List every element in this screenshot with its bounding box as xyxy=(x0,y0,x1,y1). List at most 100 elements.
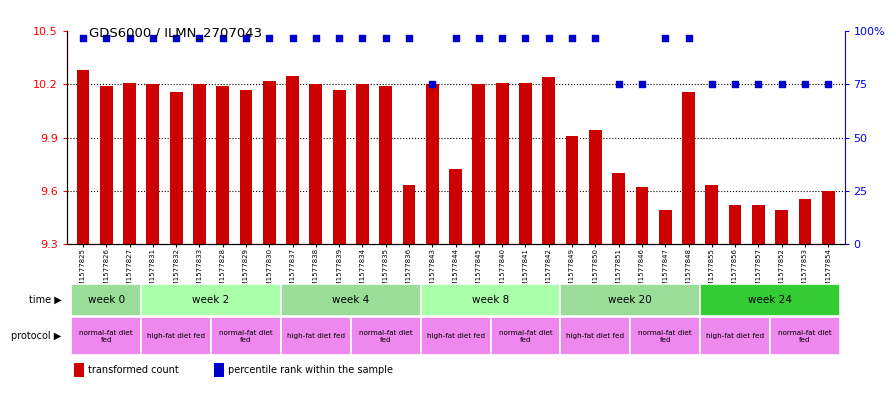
Point xyxy=(705,81,719,88)
Bar xyxy=(705,185,718,244)
Bar xyxy=(821,191,835,244)
Text: high-fat diet fed: high-fat diet fed xyxy=(427,333,485,339)
Bar xyxy=(491,317,560,355)
Text: normal-fat diet
fed: normal-fat diet fed xyxy=(219,329,273,343)
Bar xyxy=(589,130,602,244)
Point xyxy=(774,81,789,88)
Text: high-fat diet fed: high-fat diet fed xyxy=(287,333,345,339)
Bar xyxy=(630,317,701,355)
Bar xyxy=(420,284,560,316)
Point xyxy=(821,81,836,88)
Bar xyxy=(560,317,630,355)
Point xyxy=(100,35,114,41)
Point xyxy=(76,35,90,41)
Point xyxy=(425,81,439,88)
Bar xyxy=(281,284,420,316)
Point xyxy=(797,81,812,88)
Point xyxy=(402,35,416,41)
Point xyxy=(169,35,183,41)
Bar xyxy=(356,84,369,244)
Bar xyxy=(701,317,770,355)
Text: week 4: week 4 xyxy=(332,295,370,305)
Text: week 8: week 8 xyxy=(472,295,509,305)
Bar xyxy=(263,81,276,244)
Bar xyxy=(100,86,113,244)
Text: transformed count: transformed count xyxy=(89,365,180,375)
Text: normal-fat diet
fed: normal-fat diet fed xyxy=(638,329,693,343)
Bar xyxy=(71,317,141,355)
Point xyxy=(472,35,486,41)
Text: week 24: week 24 xyxy=(748,295,792,305)
Point xyxy=(751,81,765,88)
Point xyxy=(541,35,556,41)
Point xyxy=(239,35,253,41)
Point xyxy=(379,35,393,41)
Bar xyxy=(496,83,509,244)
Point xyxy=(262,35,276,41)
Bar xyxy=(211,317,281,355)
Point xyxy=(589,35,603,41)
Text: high-fat diet fed: high-fat diet fed xyxy=(147,333,205,339)
Bar xyxy=(775,210,788,244)
Point xyxy=(146,35,160,41)
Text: high-fat diet fed: high-fat diet fed xyxy=(706,333,765,339)
Bar xyxy=(542,77,555,244)
Bar xyxy=(682,92,695,244)
Bar xyxy=(659,210,671,244)
Text: week 20: week 20 xyxy=(608,295,653,305)
Bar xyxy=(449,169,462,244)
Bar xyxy=(798,199,812,244)
Text: week 2: week 2 xyxy=(192,295,229,305)
Bar xyxy=(124,83,136,244)
Point xyxy=(308,35,323,41)
Point xyxy=(285,35,300,41)
Text: week 0: week 0 xyxy=(88,295,124,305)
Text: percentile rank within the sample: percentile rank within the sample xyxy=(228,365,394,375)
Text: GDS6000 / ILMN_2707043: GDS6000 / ILMN_2707043 xyxy=(89,26,262,39)
Bar xyxy=(380,86,392,244)
Point xyxy=(449,35,463,41)
Bar xyxy=(216,86,229,244)
Bar xyxy=(332,90,346,244)
Text: protocol ▶: protocol ▶ xyxy=(11,331,61,341)
Bar xyxy=(426,84,439,244)
Point xyxy=(728,81,742,88)
Text: normal-fat diet
fed: normal-fat diet fed xyxy=(499,329,552,343)
Bar xyxy=(214,363,224,376)
Bar xyxy=(141,284,281,316)
Bar xyxy=(240,90,252,244)
Bar xyxy=(519,83,532,244)
Point xyxy=(658,35,672,41)
Bar xyxy=(472,84,485,244)
Bar xyxy=(141,317,211,355)
Bar xyxy=(281,317,351,355)
Bar xyxy=(770,317,840,355)
Bar xyxy=(560,284,701,316)
Text: normal-fat diet
fed: normal-fat diet fed xyxy=(778,329,832,343)
Point xyxy=(192,35,206,41)
Bar xyxy=(147,84,159,244)
Point xyxy=(565,35,579,41)
Bar xyxy=(71,284,141,316)
Bar xyxy=(170,92,182,244)
Bar xyxy=(403,185,415,244)
Bar xyxy=(309,84,323,244)
Bar xyxy=(76,70,90,244)
Bar xyxy=(752,205,765,244)
Point xyxy=(681,35,695,41)
Point xyxy=(332,35,347,41)
Bar xyxy=(351,317,420,355)
Bar xyxy=(193,84,206,244)
Bar xyxy=(701,284,840,316)
Text: normal-fat diet
fed: normal-fat diet fed xyxy=(359,329,412,343)
Bar xyxy=(636,187,648,244)
Point xyxy=(356,35,370,41)
Point xyxy=(635,81,649,88)
Bar xyxy=(75,363,84,376)
Text: time ▶: time ▶ xyxy=(28,295,61,305)
Bar xyxy=(286,75,299,244)
Bar xyxy=(729,205,741,244)
Point xyxy=(518,35,533,41)
Text: high-fat diet fed: high-fat diet fed xyxy=(566,333,624,339)
Text: normal-fat diet
fed: normal-fat diet fed xyxy=(79,329,133,343)
